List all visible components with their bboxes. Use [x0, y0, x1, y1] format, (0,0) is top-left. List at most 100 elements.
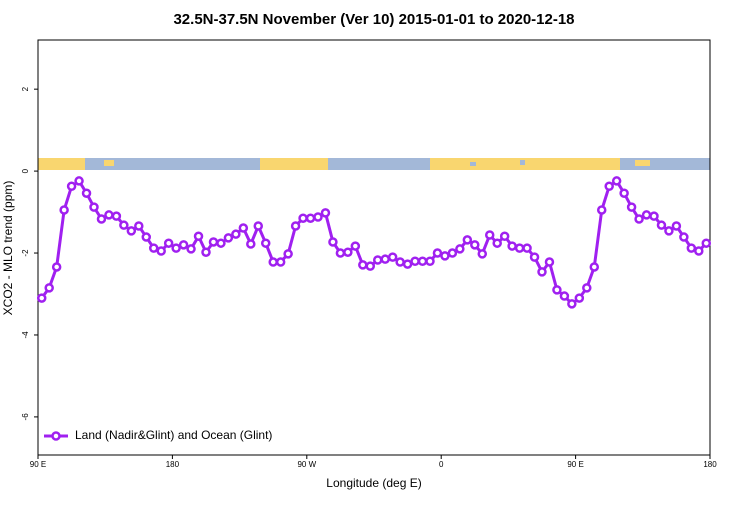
- point: [694, 246, 704, 256]
- point: [701, 238, 712, 248]
- legend-marker: [51, 431, 61, 441]
- point: [231, 229, 241, 239]
- point: [499, 231, 510, 241]
- point: [634, 214, 644, 224]
- point: [178, 240, 189, 250]
- point: [671, 221, 682, 231]
- point: [246, 239, 256, 249]
- point: [208, 237, 219, 247]
- point: [656, 220, 667, 230]
- point: [522, 243, 532, 253]
- legend-label: Land (Nadir&Glint) and Ocean (Glint): [75, 428, 272, 442]
- y-axis-label: XCO2 - MLO trend (ppm): [1, 181, 15, 316]
- point: [358, 260, 368, 270]
- point: [193, 231, 204, 241]
- x-tick-label: 0: [439, 460, 444, 469]
- point: [104, 210, 114, 220]
- y-tick-label: -6: [21, 413, 30, 421]
- point: [552, 285, 562, 295]
- point: [425, 256, 435, 266]
- point: [36, 293, 47, 303]
- point: [462, 235, 473, 245]
- point: [559, 291, 570, 301]
- point: [611, 176, 622, 186]
- point: [649, 211, 659, 221]
- x-tick-label: 90 E: [30, 460, 46, 469]
- series-line: [40, 178, 708, 306]
- point: [66, 181, 77, 192]
- point: [641, 210, 652, 220]
- point: [380, 254, 390, 264]
- point: [582, 283, 592, 293]
- point: [604, 181, 614, 192]
- point: [447, 248, 458, 258]
- land-ocean-strip: [38, 158, 710, 170]
- point: [51, 262, 62, 272]
- point: [81, 188, 92, 198]
- point: [96, 214, 107, 224]
- x-tick-label: 90 W: [297, 460, 316, 469]
- point: [260, 238, 271, 248]
- point: [619, 188, 629, 198]
- point: [126, 226, 137, 236]
- point: [514, 243, 525, 253]
- point: [686, 243, 697, 253]
- point: [507, 241, 517, 251]
- point: [395, 257, 405, 267]
- point: [470, 240, 480, 250]
- x-axis-label: Longitude (deg E): [326, 476, 421, 490]
- point: [238, 223, 249, 233]
- point: [350, 241, 361, 251]
- point: [492, 238, 502, 248]
- point: [275, 257, 286, 267]
- x-tick-label: 180: [166, 460, 180, 469]
- point: [111, 211, 122, 221]
- y-tick-label: -4: [21, 331, 30, 339]
- point: [343, 247, 353, 257]
- point: [290, 221, 301, 231]
- point: [596, 205, 607, 215]
- point: [134, 221, 144, 231]
- point: [410, 256, 420, 266]
- point: [44, 283, 54, 293]
- point: [186, 244, 196, 254]
- point: [313, 212, 323, 222]
- point: [320, 208, 331, 218]
- point: [589, 262, 600, 272]
- x-tick-label: 90 E: [567, 460, 583, 469]
- point: [567, 299, 577, 309]
- point: [201, 247, 211, 257]
- point: [216, 238, 226, 248]
- point: [223, 233, 234, 243]
- point: [387, 252, 398, 262]
- point: [119, 220, 129, 230]
- point: [283, 249, 293, 259]
- point: [74, 176, 84, 186]
- point: [156, 246, 166, 256]
- point: [305, 213, 316, 223]
- point: [626, 202, 637, 212]
- point: [574, 293, 585, 303]
- point: [455, 244, 465, 254]
- point: [141, 232, 152, 242]
- point: [59, 205, 69, 215]
- point: [335, 248, 346, 258]
- y-tick-label: 0: [21, 168, 30, 173]
- point: [664, 226, 674, 236]
- x-tick-label: 180: [703, 460, 717, 469]
- point: [365, 261, 376, 271]
- point: [163, 238, 174, 248]
- y-tick-label: -2: [21, 249, 30, 257]
- point: [89, 202, 99, 212]
- point: [372, 255, 383, 265]
- point: [402, 259, 413, 269]
- point: [298, 213, 308, 223]
- point: [253, 221, 264, 231]
- point: [477, 249, 488, 259]
- point: [544, 257, 555, 267]
- point: [484, 230, 495, 240]
- y-tick-label: 2: [21, 86, 30, 91]
- point: [432, 248, 443, 258]
- point: [529, 252, 540, 262]
